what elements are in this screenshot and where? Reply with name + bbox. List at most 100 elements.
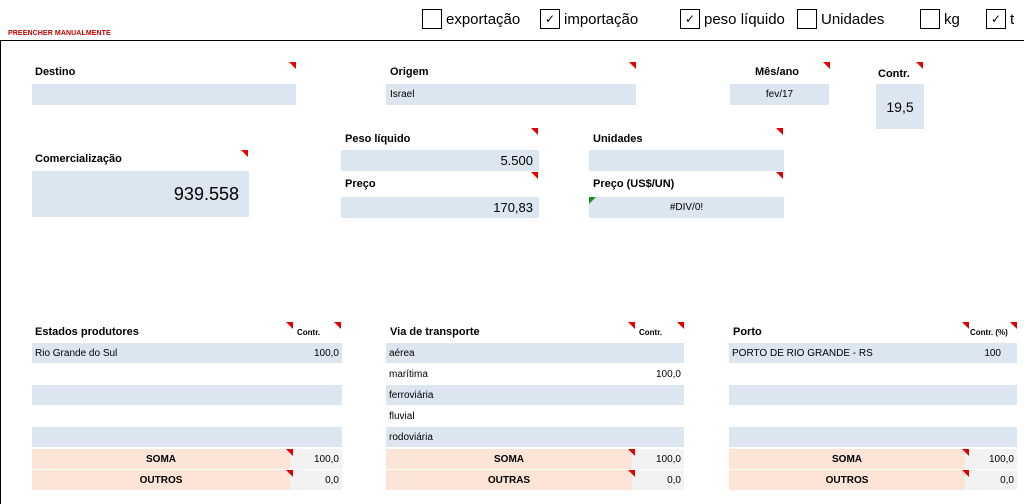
- peso-liquido-field[interactable]: 5.500: [341, 150, 539, 171]
- comment-marker: [629, 62, 636, 69]
- list-item[interactable]: [32, 385, 342, 405]
- list-item[interactable]: [729, 385, 1017, 405]
- list-item[interactable]: [32, 427, 342, 447]
- via-contr-label: Contr.: [639, 328, 663, 337]
- list-item[interactable]: Rio Grande do Sul 100,0: [32, 343, 342, 363]
- checkbox-unidades[interactable]: Unidades: [797, 9, 884, 29]
- destino-label: Destino: [35, 66, 76, 78]
- origem-label: Origem: [390, 66, 429, 78]
- comment-marker: [531, 128, 538, 135]
- checkbox-box[interactable]: [797, 9, 817, 29]
- soma-row: SOMA 100,0: [386, 449, 684, 469]
- comment-marker: [823, 62, 830, 69]
- row-name: rodoviária: [389, 431, 433, 443]
- preco-usd-label: Preço (US$/UN): [593, 178, 675, 190]
- list-item[interactable]: aérea: [386, 343, 684, 363]
- list-item[interactable]: [729, 406, 1017, 426]
- outros-label: OUTROS: [139, 474, 183, 486]
- list-item[interactable]: [32, 406, 342, 426]
- list-item[interactable]: [729, 427, 1017, 447]
- soma-value: 100,0: [965, 449, 1017, 469]
- comment-marker: [776, 128, 783, 135]
- checkbox-exportacao[interactable]: exportação: [422, 9, 520, 29]
- row-name: Rio Grande do Sul: [35, 347, 118, 359]
- comment-marker: [628, 470, 635, 477]
- preco-usd-field[interactable]: #DIV/0!: [589, 197, 784, 218]
- contr-field[interactable]: 19,5: [876, 84, 924, 129]
- estados-contr-label: Contr.: [297, 328, 321, 337]
- comment-marker: [531, 172, 538, 179]
- checkbox-box[interactable]: ✓: [540, 9, 560, 29]
- outros-row: OUTROS 0,0: [32, 470, 342, 490]
- row-name: PORTO DE RIO GRANDE - RS: [732, 347, 873, 359]
- list-item[interactable]: PORTO DE RIO GRANDE - RS 100: [729, 343, 1017, 363]
- comment-marker: [916, 62, 923, 69]
- destino-field[interactable]: [32, 84, 296, 105]
- list-item[interactable]: rodoviária: [386, 427, 684, 447]
- row-name: aérea: [389, 347, 415, 359]
- row-value: 100: [984, 347, 1001, 359]
- list-item[interactable]: [729, 364, 1017, 384]
- row-value: 100,0: [655, 368, 681, 380]
- mes-ano-label: Mês/ano: [755, 66, 800, 78]
- checkbox-peso-liquido[interactable]: ✓ peso líquido: [680, 9, 785, 29]
- via-title: Via de transporte: [390, 326, 480, 338]
- comment-marker: [286, 449, 293, 456]
- unidades-label: Unidades: [593, 133, 643, 145]
- checkbox-t[interactable]: ✓ t: [986, 9, 1014, 29]
- checkbox-box[interactable]: [422, 9, 442, 29]
- checkbox-box[interactable]: ✓: [680, 9, 700, 29]
- soma-row: SOMA 100,0: [729, 449, 1017, 469]
- preco-label: Preço: [345, 178, 376, 190]
- comment-marker: [286, 470, 293, 477]
- outros-label: OUTROS: [825, 474, 869, 486]
- porto-title: Porto: [733, 326, 762, 338]
- list-item[interactable]: [32, 364, 342, 384]
- manual-note: PREENCHER MANUALMENTE: [8, 30, 111, 37]
- contr-label: Contr.: [878, 68, 910, 80]
- mes-ano-field[interactable]: fev/17: [730, 84, 829, 105]
- list-item[interactable]: marítima 100,0: [386, 364, 684, 384]
- comment-marker: [677, 322, 684, 329]
- comment-marker: [628, 449, 635, 456]
- comercializacao-label: Comercialização: [35, 153, 122, 165]
- comment-marker: [334, 322, 341, 329]
- checkbox-label: peso líquido: [704, 10, 785, 28]
- checkbox-box[interactable]: ✓: [986, 9, 1006, 29]
- comment-marker: [286, 322, 293, 329]
- porto-contr-label: Contr. (%): [970, 328, 1008, 337]
- outras-value: 0,0: [632, 470, 684, 490]
- comment-marker: [962, 470, 969, 477]
- outros-row: OUTROS 0,0: [729, 470, 1017, 490]
- origem-field[interactable]: Israel: [386, 84, 636, 105]
- row-name: ferroviária: [389, 389, 434, 401]
- soma-label: SOMA: [832, 453, 862, 465]
- error-indicator: [589, 197, 596, 204]
- outras-label: OUTRAS: [487, 474, 531, 486]
- soma-row: SOMA 100,0: [32, 449, 342, 469]
- checkbox-label: exportação: [446, 10, 521, 28]
- row-name: marítima: [389, 368, 428, 380]
- list-item[interactable]: fluvial: [386, 406, 684, 426]
- soma-label: SOMA: [494, 453, 524, 465]
- comment-marker: [776, 172, 783, 179]
- comment-marker: [1010, 322, 1017, 329]
- soma-label: SOMA: [146, 453, 176, 465]
- form-frame: [0, 40, 1024, 504]
- outros-value: 0,0: [290, 470, 342, 490]
- checkbox-box[interactable]: [920, 9, 940, 29]
- soma-value: 100,0: [290, 449, 342, 469]
- outras-row: OUTRAS 0,0: [386, 470, 684, 490]
- comercializacao-field[interactable]: 939.558: [32, 171, 249, 217]
- comment-marker: [289, 62, 296, 69]
- list-item[interactable]: ferroviária: [386, 385, 684, 405]
- estados-title: Estados produtores: [35, 326, 139, 338]
- row-name: fluvial: [389, 410, 415, 422]
- outros-value: 0,0: [965, 470, 1017, 490]
- row-value: 100,0: [313, 347, 339, 359]
- checkbox-importacao[interactable]: ✓ importação: [540, 9, 638, 29]
- preco-field[interactable]: 170,83: [341, 197, 539, 218]
- unidades-field[interactable]: [589, 150, 784, 171]
- checkbox-kg[interactable]: kg: [920, 9, 960, 29]
- soma-value: 100,0: [632, 449, 684, 469]
